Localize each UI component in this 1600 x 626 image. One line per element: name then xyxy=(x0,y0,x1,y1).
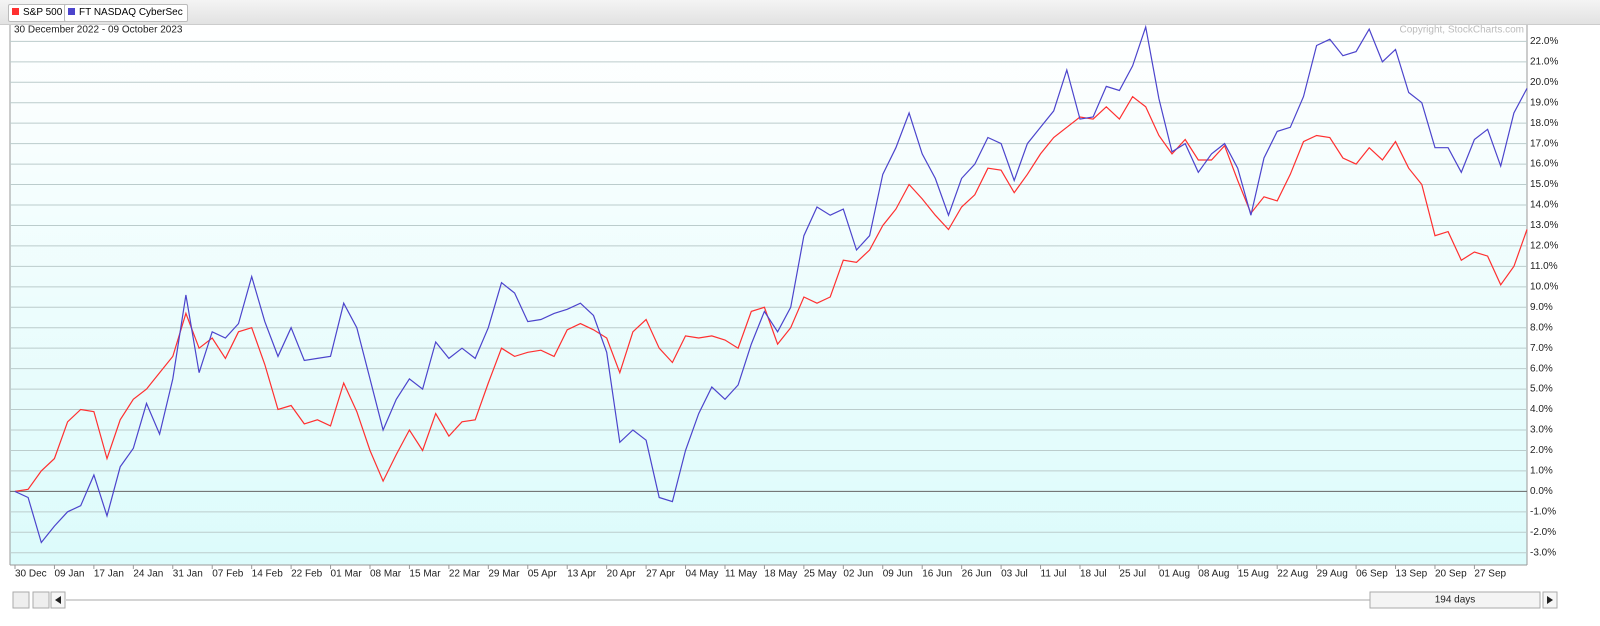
x-tick-label: 01 Mar xyxy=(331,569,363,580)
arrow xyxy=(1547,596,1553,604)
legend-swatch xyxy=(68,8,75,15)
y-tick-label: 5.0% xyxy=(1530,384,1553,395)
x-tick-label: 25 Jul xyxy=(1119,569,1146,580)
x-tick-label: 06 Sep xyxy=(1356,569,1388,580)
x-tick-label: 01 Aug xyxy=(1159,569,1190,580)
y-tick-label: 7.0% xyxy=(1530,343,1553,354)
x-tick-label: 09 Jan xyxy=(54,569,84,580)
y-tick-label: 19.0% xyxy=(1530,97,1558,108)
plot: -3.0% -2.0% -1.0% 0.0% 1.0% 2.0% 3.0% 4.0% 5.0% 6… xyxy=(10,24,1558,580)
plot-background xyxy=(10,25,1527,565)
y-tick-label: 8.0% xyxy=(1530,322,1553,333)
legend-item[interactable]: FT NASDAQ CyberSec xyxy=(64,4,188,22)
y-tick-label: 17.0% xyxy=(1530,138,1558,149)
y-tick-label: 6.0% xyxy=(1530,363,1553,374)
y-tick-label: 22.0% xyxy=(1530,36,1558,47)
y-tick-label: 14.0% xyxy=(1530,200,1558,211)
x-tick-label: 27 Apr xyxy=(646,569,676,580)
x-tick-label: 30 Dec xyxy=(15,569,47,580)
range-box[interactable] xyxy=(1369,591,1541,609)
x-tick-label: 07 Feb xyxy=(212,569,244,580)
x-tick-label: 22 Feb xyxy=(291,569,323,580)
x-tick-label: 11 May xyxy=(725,569,757,580)
x-tick-label: 11 Jul xyxy=(1041,569,1067,580)
x-tick-label: 20 Sep xyxy=(1435,569,1467,580)
x-tick-label: 24 Jan xyxy=(133,569,163,580)
x-tick-label: 15 Mar xyxy=(409,569,441,580)
toolbar: S&P 500 FT NASDAQ CyberSec xyxy=(0,0,1600,25)
x-tick-label: 16 Jun xyxy=(922,569,952,580)
x-tick-label: 20 Apr xyxy=(607,569,637,580)
x-tick-label: 13 Sep xyxy=(1396,569,1428,580)
series-line xyxy=(14,24,1528,544)
x-tick-label: 31 Jan xyxy=(173,569,203,580)
x-tick-label: 04 May xyxy=(686,569,719,580)
x-tick-label: 03 Jul xyxy=(1001,569,1028,580)
x-tick-label: 29 Mar xyxy=(488,569,520,580)
y-tick-label: 20.0% xyxy=(1530,77,1558,88)
x-tick-label: 27 Sep xyxy=(1474,569,1506,580)
x-tick-label: 18 May xyxy=(764,569,797,580)
x-tick-label: 29 Aug xyxy=(1317,569,1348,580)
x-tick-label: 08 Aug xyxy=(1198,569,1229,580)
legend-label: FT NASDAQ CyberSec xyxy=(79,7,183,18)
y-tick-label: 15.0% xyxy=(1530,179,1558,190)
subtitle: 30 December 2022 - 09 October 2023 xyxy=(14,25,183,36)
scrollbar: 194 days xyxy=(12,591,1558,609)
y-tick-label: 2.0% xyxy=(1530,445,1553,456)
y-tick-label: 12.0% xyxy=(1530,241,1558,252)
y-tick-label: 9.0% xyxy=(1530,302,1553,313)
y-tick-label: 16.0% xyxy=(1530,159,1558,170)
x-tick-label: 14 Feb xyxy=(252,569,284,580)
x-tick-label: 02 Jun xyxy=(843,569,873,580)
y-tick-label: 1.0% xyxy=(1530,466,1553,477)
x-tick-label: 25 May xyxy=(804,569,837,580)
y-tick-label: 3.0% xyxy=(1530,425,1553,436)
x-tick-label: 17 Jan xyxy=(94,569,124,580)
range-label: 194 days xyxy=(1435,595,1476,606)
legend-swatch xyxy=(12,8,19,15)
x-tick-label: 08 Mar xyxy=(370,569,402,580)
y-tick-label: 11.0% xyxy=(1530,261,1558,272)
x-tick-label: 26 Jun xyxy=(962,569,992,580)
x-tick-label: 18 Jul xyxy=(1080,569,1107,580)
x-tick-label: 22 Aug xyxy=(1277,569,1308,580)
y-tick-label: 4.0% xyxy=(1530,404,1553,415)
chart-type-button[interactable] xyxy=(32,591,50,609)
y-tick-label: 21.0% xyxy=(1530,56,1558,67)
x-tick-label: 13 Apr xyxy=(567,569,597,580)
y-tick-label: -3.0% xyxy=(1530,547,1556,558)
y-tick-label: -2.0% xyxy=(1530,527,1556,538)
legend-label: S&P 500 xyxy=(23,7,63,18)
x-tick-label: 22 Mar xyxy=(449,569,481,580)
x-tick-label: 15 Aug xyxy=(1238,569,1269,580)
y-tick-label: 10.0% xyxy=(1530,281,1558,292)
x-tick-label: 09 Jun xyxy=(883,569,913,580)
y-tick-label: -1.0% xyxy=(1530,506,1556,517)
arrow xyxy=(55,596,61,604)
series-line xyxy=(14,95,1528,492)
copyright: Copyright, StockCharts.com xyxy=(1400,25,1525,36)
y-tick-label: 18.0% xyxy=(1530,118,1558,129)
y-tick-label: 13.0% xyxy=(1530,220,1558,231)
x-tick-label: 05 Apr xyxy=(528,569,558,580)
y-tick-label: 0.0% xyxy=(1530,486,1553,497)
chart-type-button[interactable] xyxy=(12,591,30,609)
